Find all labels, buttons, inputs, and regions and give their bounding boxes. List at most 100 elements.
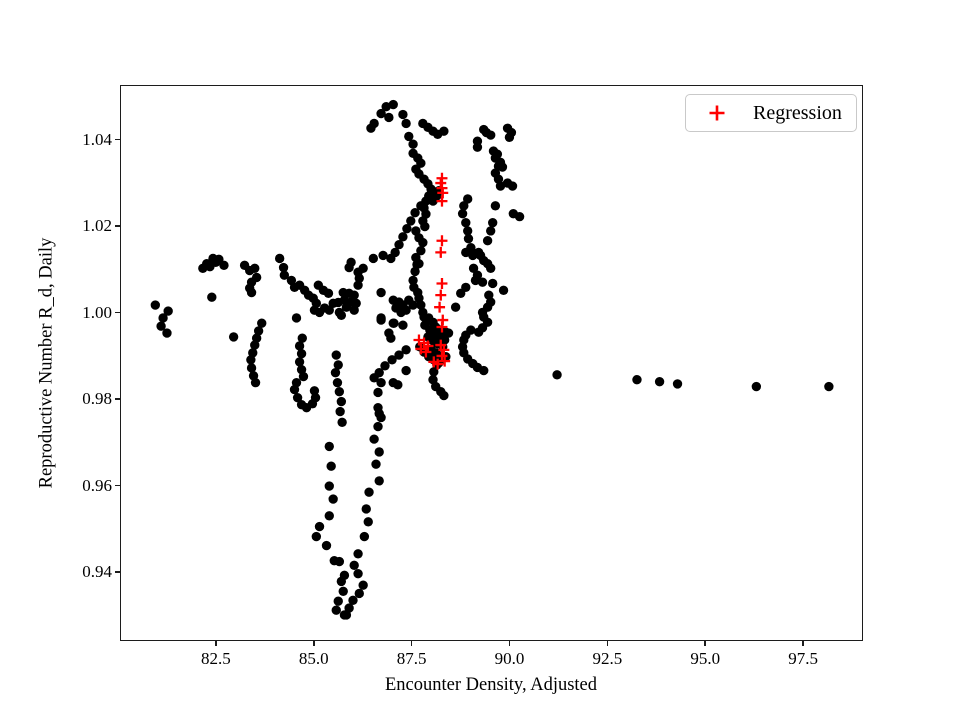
regression-point: [435, 177, 447, 189]
data-point: [552, 370, 562, 380]
data-point: [219, 260, 229, 271]
data-point: [326, 461, 336, 471]
data-point: [406, 216, 416, 226]
regression-point: [436, 195, 448, 207]
data-point: [250, 263, 260, 274]
data-point: [311, 531, 322, 542]
data-point: [341, 302, 352, 312]
data-point: [376, 287, 386, 298]
data-point: [158, 313, 168, 323]
data-point: [278, 262, 289, 273]
data-point: [358, 580, 368, 590]
data-point: [369, 434, 379, 444]
x-tick-mark: [508, 641, 511, 646]
x-tick-label: 97.5: [788, 649, 818, 668]
data-point: [402, 224, 412, 234]
data-point: [439, 126, 449, 136]
data-point: [410, 208, 420, 218]
data-point: [331, 605, 341, 615]
data-point: [336, 310, 347, 321]
data-point: [408, 139, 418, 149]
data-point: [296, 349, 307, 359]
data-point: [654, 377, 665, 387]
y-tick-mark: [115, 311, 120, 314]
data-point: [253, 326, 264, 336]
data-point: [410, 266, 420, 277]
regression-point: [422, 340, 434, 352]
x-tick-mark: [704, 641, 707, 646]
data-point: [456, 288, 466, 299]
data-point: [286, 275, 297, 286]
data-point: [672, 379, 683, 389]
regression-point: [436, 278, 448, 289]
data-point: [401, 345, 411, 355]
data-point: [348, 595, 358, 606]
regression-point: [428, 356, 440, 368]
data-point: [297, 333, 307, 343]
data-point: [314, 521, 325, 532]
data-point: [228, 332, 239, 342]
x-tick-mark: [802, 641, 804, 646]
data-point: [386, 253, 396, 264]
data-point: [376, 412, 386, 423]
data-point: [309, 386, 320, 396]
data-point: [250, 340, 260, 350]
data-point: [751, 381, 762, 392]
data-point: [414, 258, 424, 269]
x-tick-mark: [312, 641, 315, 646]
data-point: [250, 377, 261, 388]
data-point: [246, 363, 257, 373]
data-point: [388, 318, 398, 328]
regression-point: [434, 301, 446, 313]
data-point: [279, 270, 290, 280]
x-tick-label: 85.0: [298, 649, 329, 668]
data-point: [310, 392, 321, 403]
data-point: [334, 556, 345, 567]
y-tick-label: 1.00: [82, 302, 112, 322]
y-tick-mark: [115, 484, 120, 487]
data-point: [463, 194, 473, 204]
data-point: [468, 263, 479, 274]
data-point: [824, 381, 834, 392]
x-axis-label: Encounter Density, Adjusted: [384, 675, 598, 695]
data-point: [328, 494, 338, 504]
data-point: [498, 285, 509, 296]
data-point: [336, 576, 347, 587]
data-point: [401, 118, 411, 129]
x-tick-mark: [606, 641, 609, 646]
data-point: [418, 237, 428, 248]
data-point: [364, 487, 374, 497]
x-tick-label: 92.5: [592, 649, 623, 668]
regression-point: [436, 235, 448, 247]
data-point: [401, 305, 411, 315]
regression-point: [420, 346, 432, 358]
data-point: [298, 371, 309, 382]
data-point: [401, 365, 411, 376]
data-point: [338, 586, 348, 596]
data-point: [274, 253, 285, 264]
data-point: [472, 270, 483, 280]
data-point: [461, 247, 471, 258]
data-point: [439, 390, 449, 401]
data-point: [394, 239, 404, 250]
data-point: [495, 181, 506, 191]
data-point: [349, 305, 359, 315]
y-tick-mark: [115, 571, 120, 573]
data-point: [457, 208, 468, 219]
plot-area: Regression: [120, 85, 863, 641]
x-tick-label: 87.5: [396, 649, 427, 668]
data-point: [488, 218, 498, 228]
regression-point: [436, 321, 448, 333]
data-point: [353, 549, 363, 559]
y-tick-mark: [115, 398, 120, 400]
data-point: [335, 406, 345, 417]
data-point: [429, 367, 439, 377]
data-point: [632, 374, 642, 385]
data-point: [450, 302, 461, 312]
data-point: [473, 327, 484, 337]
legend[interactable]: Regression: [685, 94, 857, 132]
legend-label: Regression: [753, 101, 842, 124]
data-point: [374, 476, 384, 486]
data-point: [294, 341, 305, 351]
